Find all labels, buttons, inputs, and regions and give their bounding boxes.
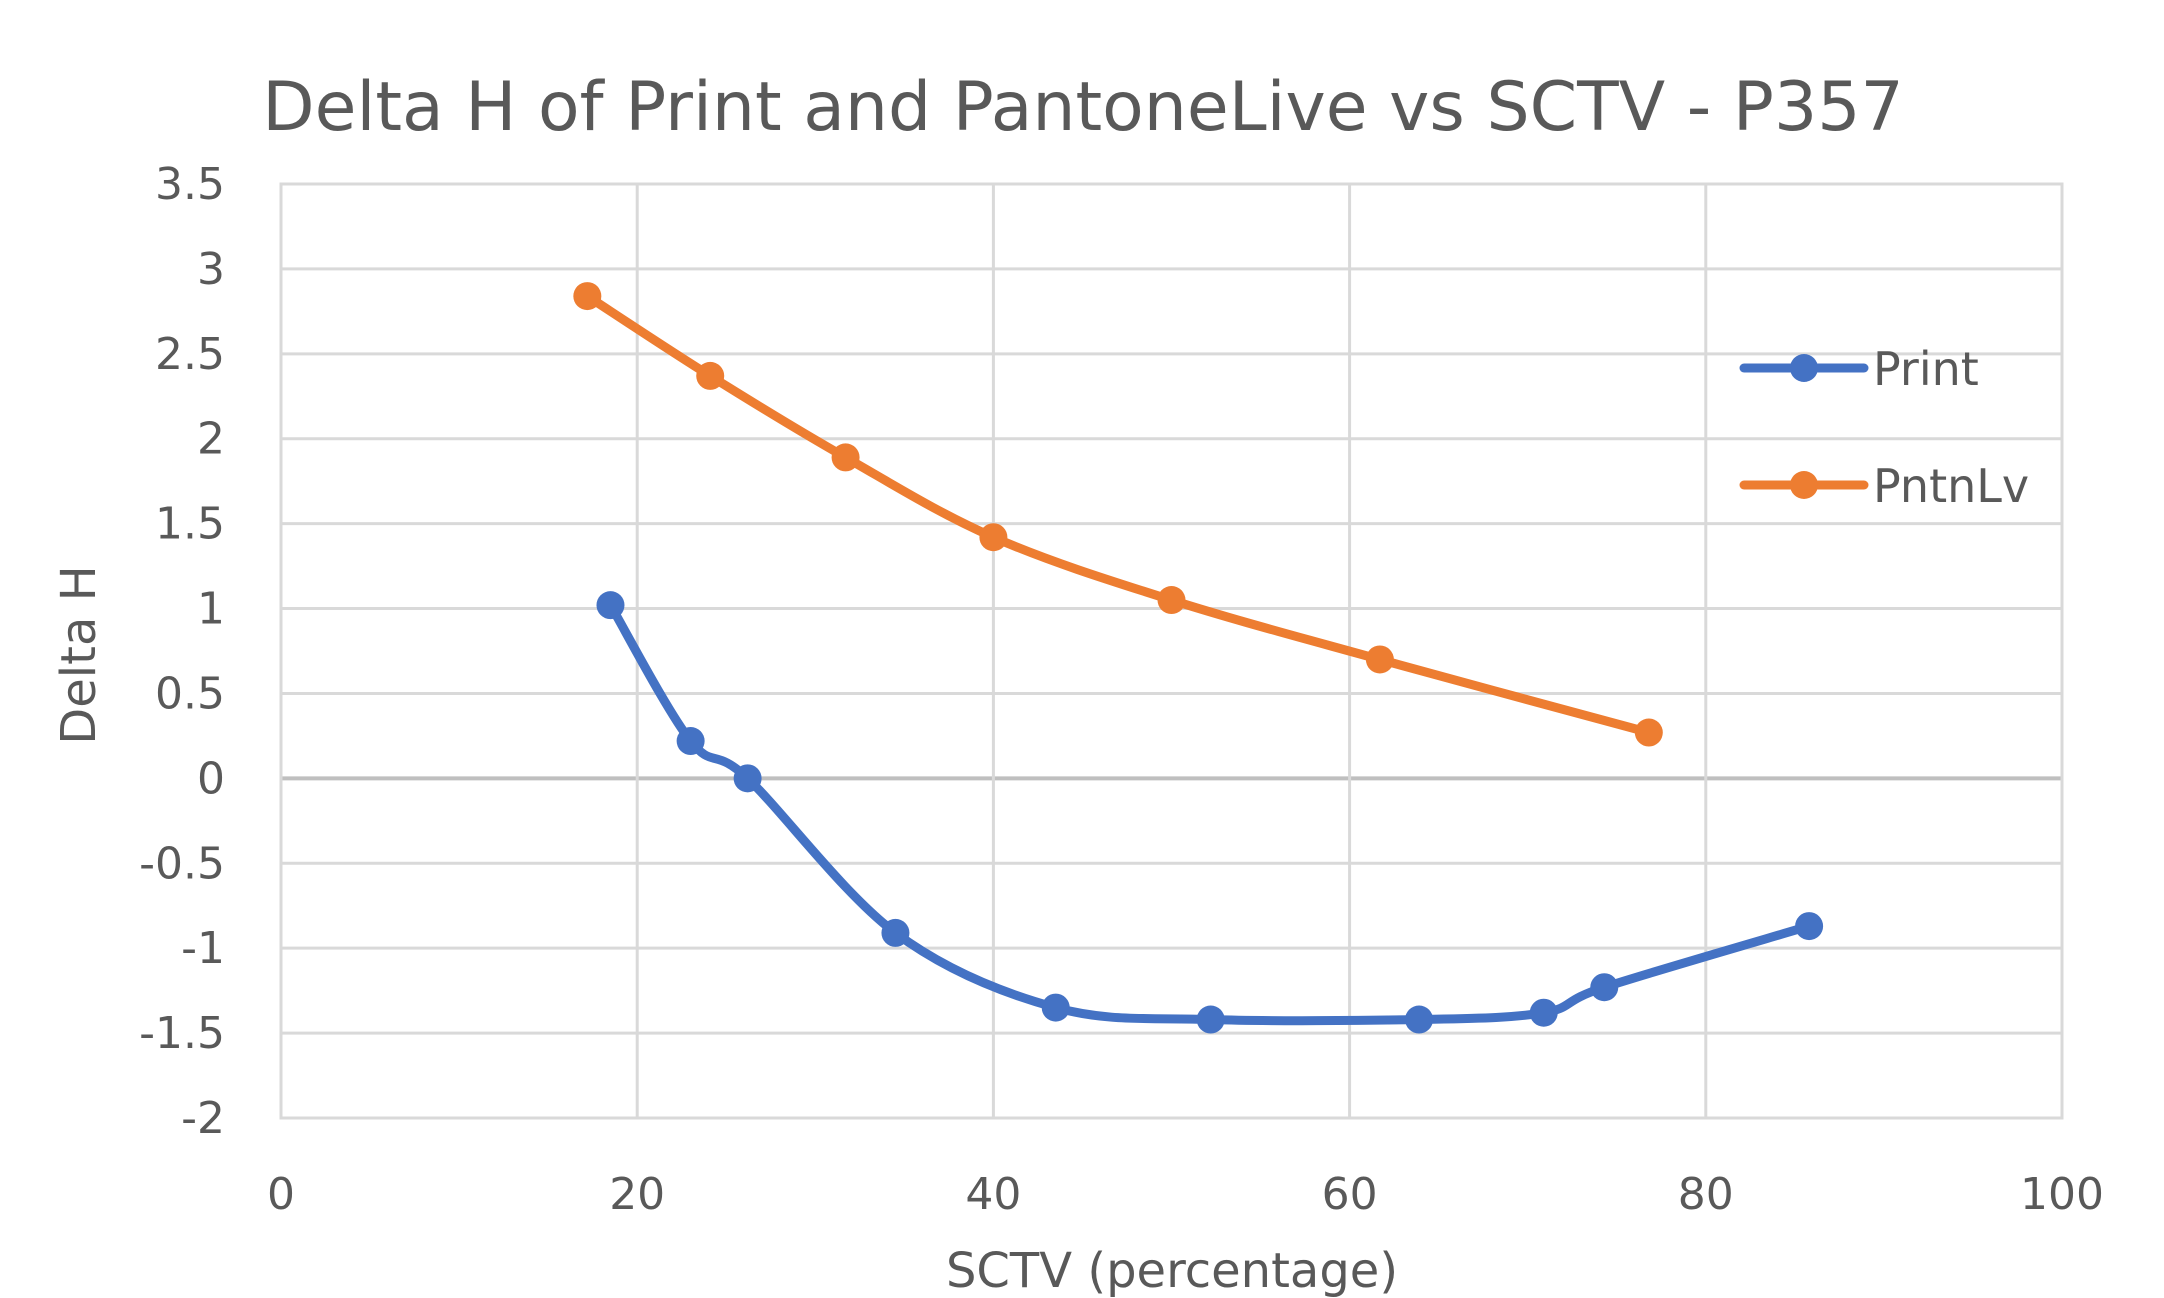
legend-marker-pntnlv: [1790, 471, 1818, 499]
x-tick-label: 100: [2020, 1169, 2104, 1220]
data-point-print: [1590, 973, 1619, 1002]
y-axis-title: Delta H: [51, 565, 107, 744]
data-point-pntnlv: [573, 282, 602, 311]
y-tick-label: 0.5: [155, 668, 225, 719]
y-tick-label: 2: [197, 414, 225, 465]
data-point-pntnlv: [1365, 645, 1394, 674]
data-point-print: [1196, 1005, 1225, 1034]
x-axis-title: SCTV (percentage): [946, 1243, 1398, 1298]
data-point-print: [596, 591, 625, 620]
legend-item-pntnlv: PntnLv: [1739, 459, 2029, 513]
data-point-print: [1795, 912, 1824, 941]
x-tick-label: 0: [267, 1169, 295, 1220]
y-tick-label: -1: [181, 923, 225, 974]
y-tick-label: 3.5: [155, 159, 225, 210]
legend-label-print: Print: [1873, 342, 1979, 396]
x-tick-label: 80: [1678, 1169, 1734, 1220]
y-tick-labels: 3.5 3 2.5 2 1.5 1 0.5 0 -0.5 -1 -1.5 -2: [139, 159, 225, 1144]
y-tick-label: 3: [197, 244, 225, 295]
data-point-print: [1405, 1005, 1434, 1034]
legend-marker-print: [1790, 354, 1818, 382]
y-tick-label: 1.5: [155, 499, 225, 550]
data-point-pntnlv: [696, 361, 725, 390]
gridlines: [279, 182, 2064, 1120]
data-point-pntnlv: [979, 523, 1008, 552]
series-pntnlv: [573, 282, 1663, 747]
data-point-print: [881, 918, 910, 947]
data-point-pntnlv: [831, 443, 860, 472]
series-line-pntnlv: [582, 291, 1654, 738]
data-point-print: [733, 764, 762, 793]
data-point-pntnlv: [1157, 586, 1186, 615]
y-tick-label: -0.5: [139, 838, 225, 889]
legend-label-pntnlv: PntnLv: [1873, 459, 2029, 513]
chart-title: Delta H of Print and PantoneLive vs SCTV…: [262, 68, 1903, 147]
y-tick-label: -1.5: [139, 1008, 225, 1059]
x-tick-labels: 0 20 40 60 80 100: [267, 1169, 2104, 1220]
x-tick-label: 20: [609, 1169, 665, 1220]
data-point-print: [676, 727, 705, 756]
legend: Print PntnLv: [1739, 342, 2029, 513]
legend-item-print: Print: [1739, 342, 1979, 396]
data-point-pntnlv: [1634, 718, 1663, 747]
y-tick-label: -2: [181, 1093, 225, 1144]
series-line-print: [605, 600, 1814, 1026]
x-tick-label: 40: [965, 1169, 1021, 1220]
y-tick-label: 2.5: [155, 329, 225, 380]
y-tick-label: 1: [197, 584, 225, 635]
data-point-print: [1041, 993, 1070, 1022]
series-print: [596, 591, 1824, 1034]
series-layer: [573, 282, 1824, 1034]
y-tick-label: 0: [197, 753, 225, 804]
data-point-print: [1529, 998, 1558, 1027]
plot-area-border: [279, 182, 2064, 1120]
x-tick-label: 60: [1322, 1169, 1378, 1220]
